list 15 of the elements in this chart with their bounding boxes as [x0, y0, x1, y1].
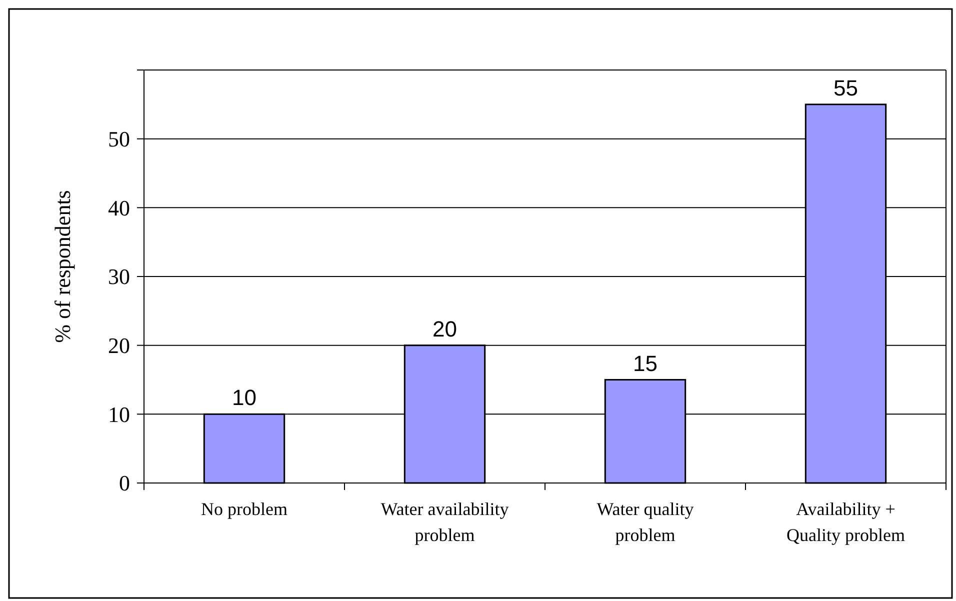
y-tick-label: 40 [108, 195, 130, 220]
y-axis-title: % of respondents [50, 190, 75, 343]
data-label: 20 [432, 316, 457, 342]
x-tick-label: Water quality problem [596, 499, 694, 545]
data-label: 15 [633, 350, 658, 376]
data-label: 55 [834, 75, 858, 100]
y-tick-label: 30 [108, 264, 130, 290]
y-tick-label: 10 [108, 402, 130, 427]
y-tick-label: 20 [108, 333, 130, 358]
x-tick-label: Availability + Quality problem [786, 499, 905, 545]
x-tick-label: Water availability problem [380, 499, 509, 545]
y-tick-label: 50 [108, 126, 130, 152]
data-label: 10 [232, 385, 256, 410]
y-tick-label: 0 [119, 470, 130, 496]
x-tick-label: No problem [201, 499, 288, 519]
